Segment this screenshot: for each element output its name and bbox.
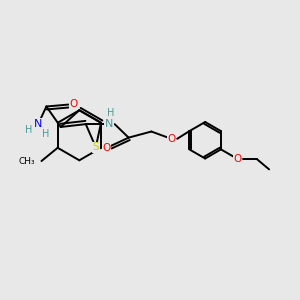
Text: O: O [102,143,111,153]
Text: H: H [107,108,115,118]
Text: H: H [26,125,33,135]
Text: O: O [167,134,176,144]
Text: N: N [105,119,113,129]
Text: N: N [34,119,43,129]
Text: CH₃: CH₃ [18,157,35,166]
Text: O: O [233,154,242,164]
Text: O: O [70,99,78,109]
Text: H: H [42,129,49,139]
Text: S: S [92,142,99,152]
